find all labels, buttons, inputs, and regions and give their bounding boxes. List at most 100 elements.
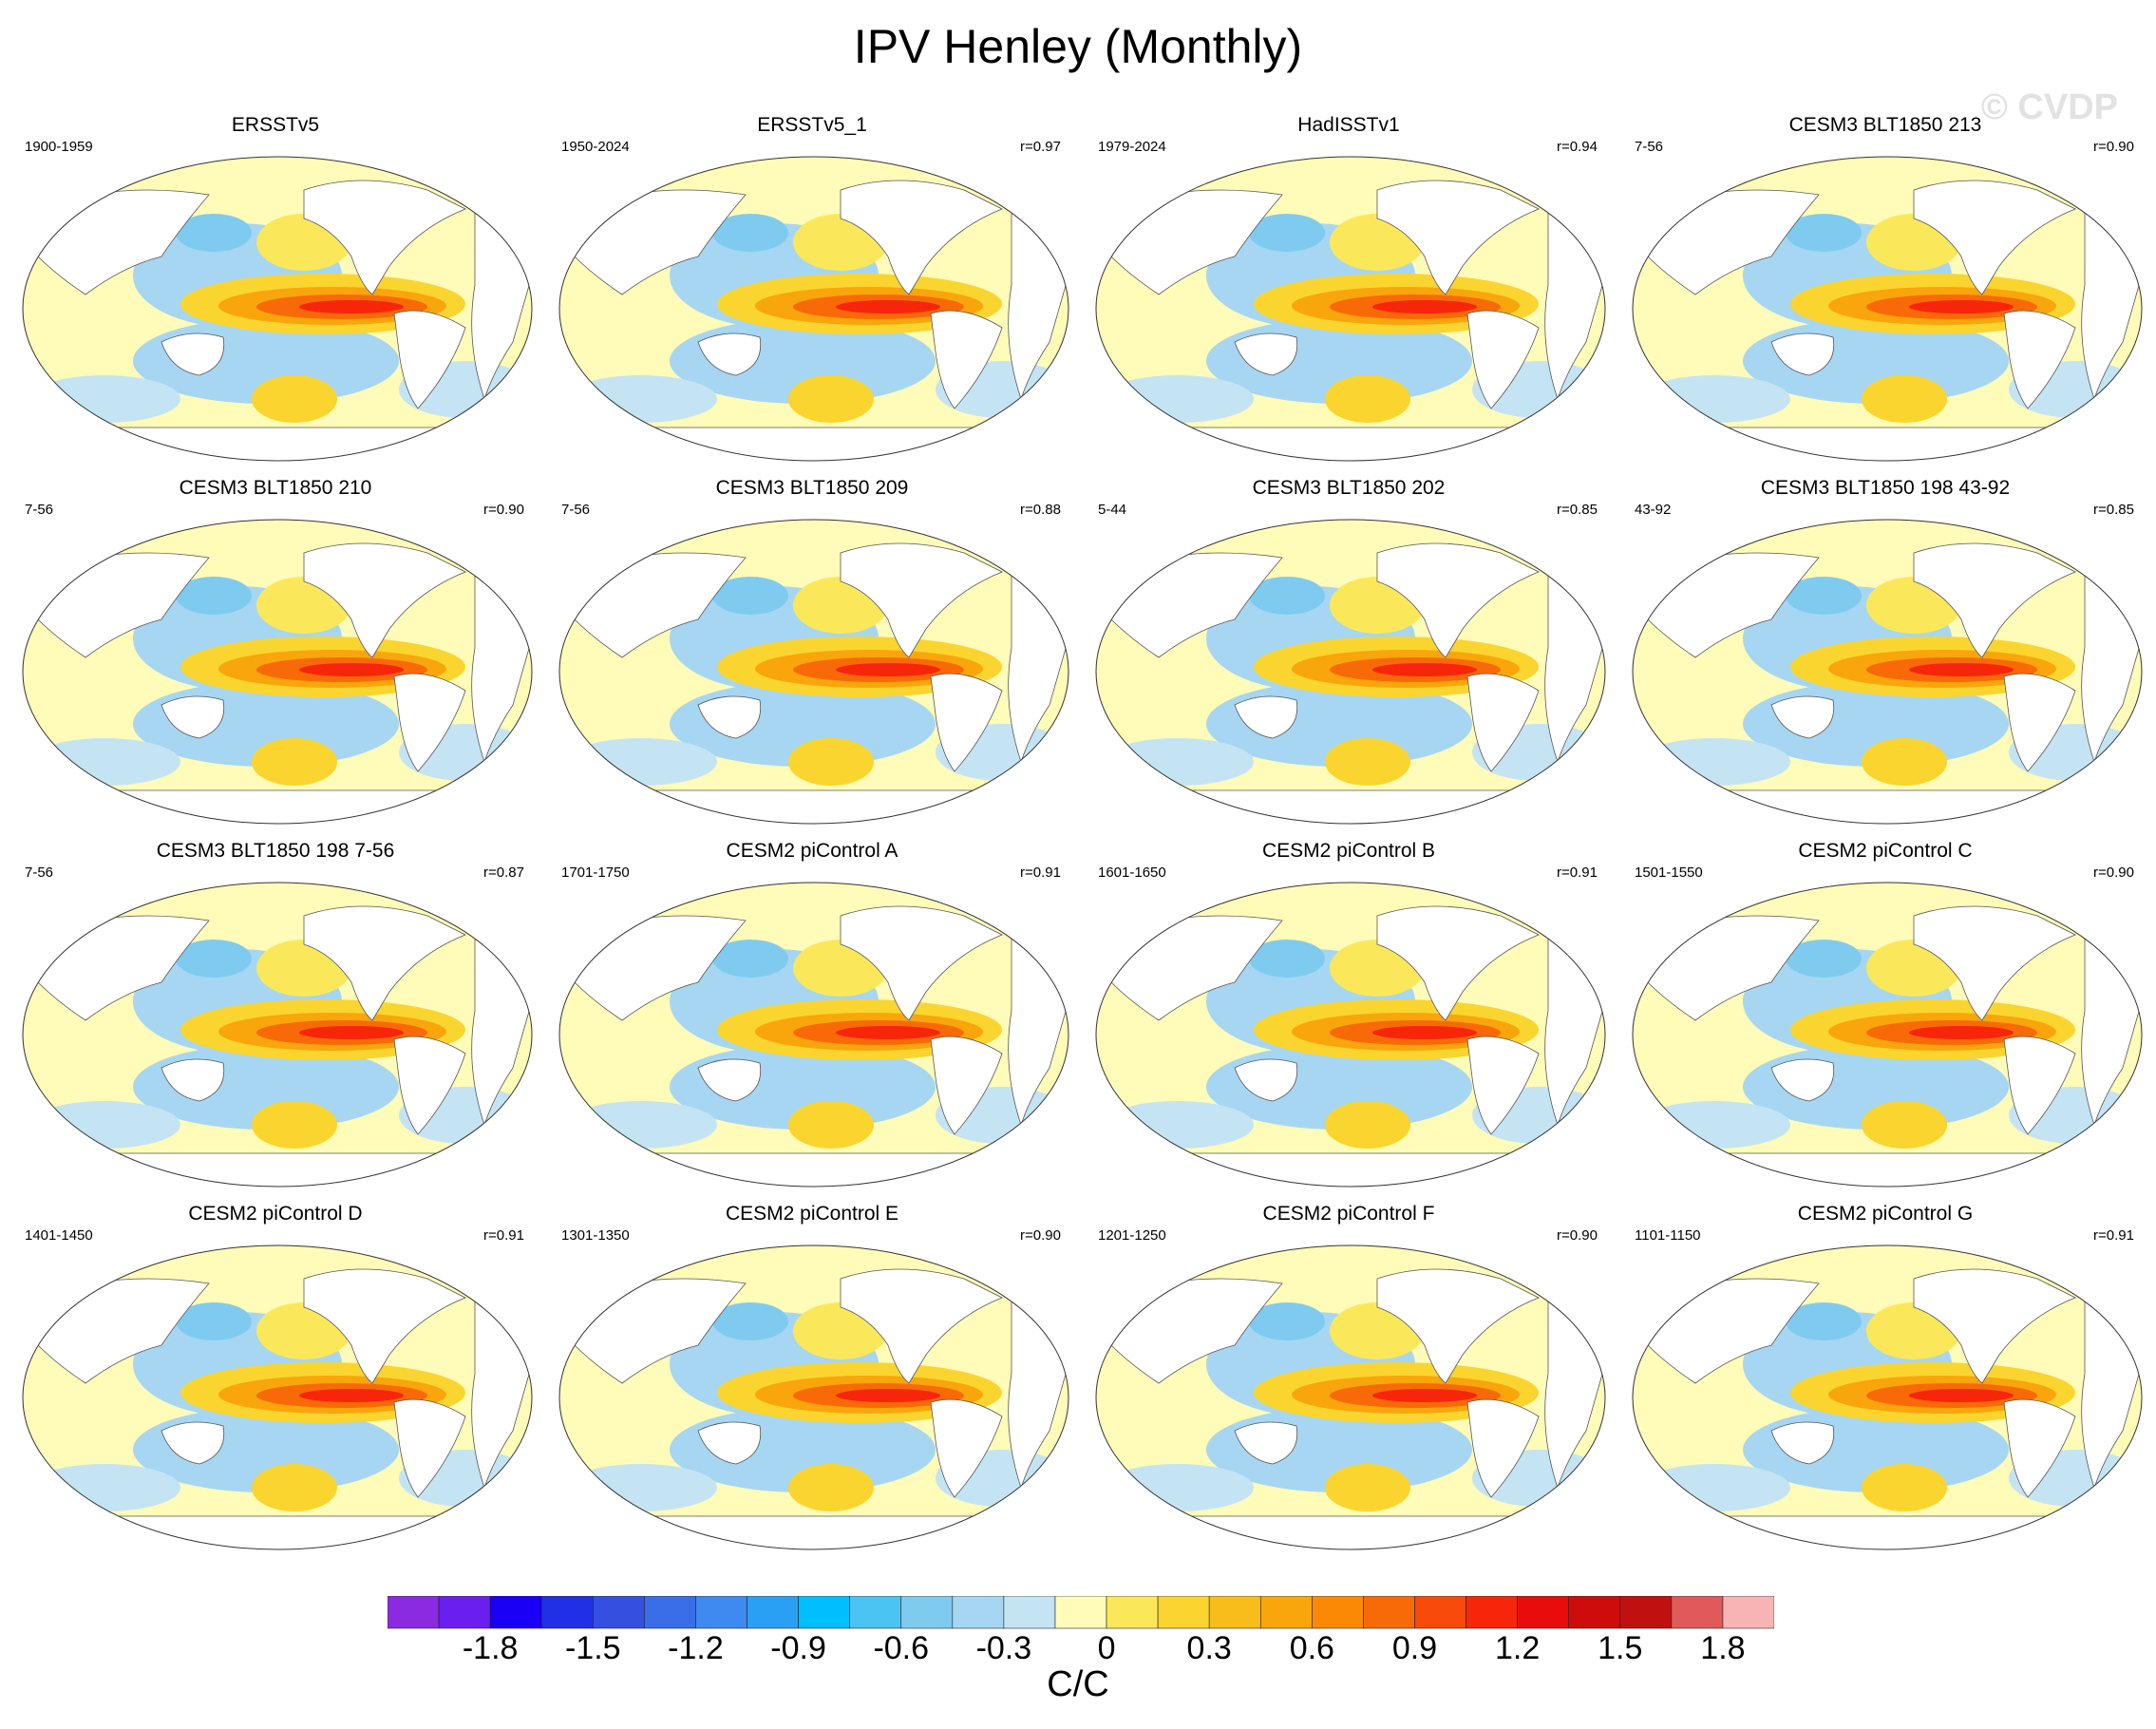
colorbar-swatch [1363,1596,1415,1629]
land-mass [23,1515,532,1549]
map-panel: HadISSTv1 1979-2024 r=0.94 [1083,114,1615,466]
map-panel: CESM3 BLT1850 202 5-44 r=0.85 [1083,477,1615,828]
map-panel: CESM2 piControl C 1501-1550 r=0.90 [1619,840,2151,1191]
land-mass [574,552,747,658]
colorbar-tick-label: -0.9 [770,1630,826,1662]
land-mass [1466,1036,1540,1135]
panel-title: CESM3 BLT1850 198 7-56 [156,840,395,862]
land-mass [1633,1515,2142,1549]
map-panel: CESM2 piControl A 1701-1750 r=0.91 [546,840,1078,1191]
land-mass [1376,542,1540,658]
panel-title: ERSSTv5_1 [757,114,867,136]
colorbar-swatch [1259,1596,1313,1629]
panel-title: CESM3 BLT1850 202 [1252,477,1446,499]
colorbar-swatch [1722,1596,1774,1629]
panel-period: 5-44 [1098,502,1127,518]
colorbar-swatch [900,1596,954,1629]
sst-map [558,882,1069,1188]
land-mass [559,1515,1069,1549]
land-mass [1770,1421,1835,1465]
land-mass [840,905,1003,1021]
panel-title: CESM2 piControl B [1261,840,1436,862]
panel-period: 7-56 [25,502,54,518]
land-mass [930,673,1003,772]
land-mass [1913,542,2076,658]
panel-correlation: r=0.91 [2093,1227,2134,1244]
colorbar-swatch [644,1596,696,1629]
land-mass [37,1278,210,1384]
colorbar-swatch [1466,1596,1518,1629]
panel-title: CESM2 piControl D [188,1203,363,1225]
land-mass [37,552,210,658]
sst-map [22,882,533,1188]
map-outline [22,519,533,825]
land-mass [1110,915,1283,1021]
colorbar-swatch [747,1596,799,1629]
map-outline [1632,156,2143,462]
sst-map [1095,156,1606,462]
colorbar-swatch [1517,1596,1570,1629]
land-mass [1647,189,1820,295]
land-mass [161,1421,225,1465]
colorbar-tick-label: -0.6 [873,1630,929,1662]
sst-map [1632,882,2143,1188]
colorbar-tick-label: -1.5 [565,1630,621,1662]
land-mass [1110,552,1283,658]
land-mass [2003,1398,2076,1498]
map-outline [22,156,533,462]
land-mass [1234,1058,1298,1102]
panel-period: 1979-2024 [1098,139,1166,155]
panel-correlation: r=0.91 [483,1227,524,1244]
colorbar-tick-label: 0.6 [1290,1630,1334,1662]
panel-title: CESM2 piControl G [1797,1203,1974,1225]
map-outline [558,882,1069,1188]
panel-period: 7-56 [1635,139,1664,155]
land-mass [1234,1421,1298,1465]
land-mass [303,905,466,1021]
map-panel: CESM3 BLT1850 209 7-56 r=0.88 [546,477,1078,828]
map-outline [558,1244,1069,1550]
land-mass [697,1421,762,1465]
panel-correlation: r=0.90 [483,502,524,518]
colorbar-swatch [1003,1596,1056,1629]
map-outline [22,882,533,1188]
land-mass [930,1036,1003,1135]
land-mass [1376,905,1540,1021]
land-mass [393,310,466,409]
panel-period: 1501-1550 [1635,864,1703,881]
panel-correlation: r=0.90 [2093,864,2134,881]
panel-period: 7-56 [561,502,591,518]
colorbar-swatch [1106,1596,1159,1629]
colorbar-swatch [798,1596,850,1629]
land-mass [23,789,532,824]
land-mass [23,1152,532,1187]
land-mass [1647,552,1820,658]
colorbar-swatch [540,1596,594,1629]
panel-title: CESM3 BLT1850 209 [715,477,909,499]
colorbar-tick-label: 1.5 [1598,1630,1642,1662]
land-mass [2003,1036,2076,1135]
colorbar-tick-label: 1.2 [1495,1630,1540,1662]
colorbar-swatch [1414,1596,1466,1629]
colorbar-swatch [1054,1596,1107,1629]
map-panel: CESM2 piControl D 1401-1450 r=0.91 [9,1203,541,1554]
map-outline [1095,882,1606,1188]
land-mass [1466,310,1540,409]
land-mass [1234,332,1298,376]
land-mass [1466,1398,1540,1498]
panel-title: CESM3 BLT1850 213 [1788,114,1982,136]
sst-map [1632,519,2143,825]
colorbar-swatch [1671,1596,1724,1629]
land-mass [697,695,762,739]
map-outline [22,1244,533,1550]
land-mass [2003,310,2076,409]
map-panel: CESM3 BLT1850 198 43-92 43-92 r=0.85 [1619,477,2151,828]
colorbar-tick-label: 0.9 [1392,1630,1437,1662]
panel-correlation: r=0.90 [1557,1227,1598,1244]
sst-map [1095,519,1606,825]
panel-title: HadISSTv1 [1297,114,1400,136]
sst-map [1632,1244,2143,1550]
panel-title: ERSSTv5 [231,114,320,136]
land-mass [303,542,466,658]
panel-correlation: r=0.91 [1020,864,1061,881]
